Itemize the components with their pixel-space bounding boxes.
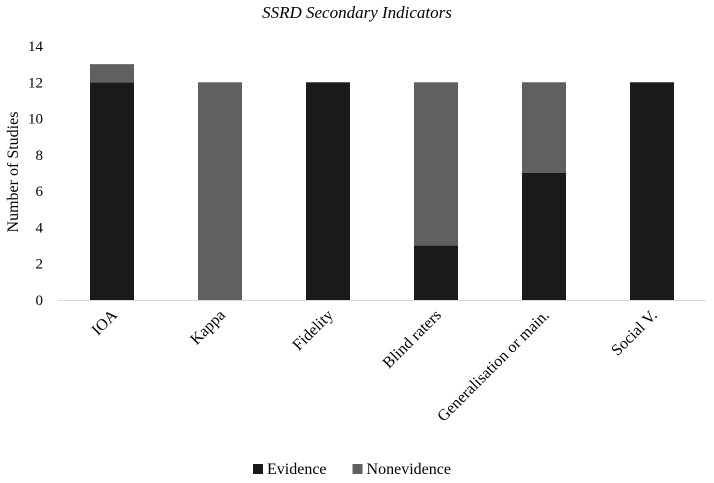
legend: Evidence Nonevidence (253, 461, 451, 478)
x-category-label: Fidelity (290, 307, 337, 354)
bar-nonevidence-4 (522, 82, 566, 173)
y-tick-label: 12 (28, 75, 43, 91)
y-tick-label: 6 (36, 184, 44, 200)
y-tick-label: 14 (28, 39, 44, 55)
bar-nonevidence-0 (90, 64, 134, 83)
bar-nonevidence-1 (198, 82, 242, 301)
chart-title: SSRD Secondary Indicators (262, 3, 452, 22)
y-tick-label: 0 (36, 293, 44, 309)
x-category-labels: IOA Kappa Fidelity Blind ratersGeneralisati… (89, 306, 661, 425)
x-category-label: Blind raters (380, 307, 445, 372)
y-tick-label: 8 (36, 148, 44, 164)
bar-nonevidence-3 (414, 82, 458, 246)
bar-evidence-0 (90, 82, 134, 301)
x-category-label: Generalisation or main. (434, 307, 553, 426)
bars (90, 64, 674, 301)
y-axis-label: Number of Studies (5, 112, 22, 233)
x-category-label: Kappa (187, 307, 229, 349)
bar-evidence-5 (630, 82, 674, 301)
y-tick-label: 2 (36, 257, 44, 273)
bar-evidence-3 (414, 245, 458, 300)
bar-evidence-2 (306, 82, 350, 301)
y-tick-label: 10 (28, 112, 43, 128)
legend-label-nonevidence: Nonevidence (367, 461, 451, 478)
bar-evidence-4 (522, 173, 566, 300)
legend-swatch-evidence (253, 464, 263, 474)
y-tick-label: 4 (36, 220, 44, 236)
x-category-label: Social V. (608, 307, 660, 359)
legend-label-evidence: Evidence (267, 461, 327, 478)
x-category-label: IOA (89, 306, 121, 338)
legend-swatch-nonevidence (352, 464, 363, 474)
y-ticks: 0 2 4 6 8 10 12 14 (28, 39, 44, 309)
